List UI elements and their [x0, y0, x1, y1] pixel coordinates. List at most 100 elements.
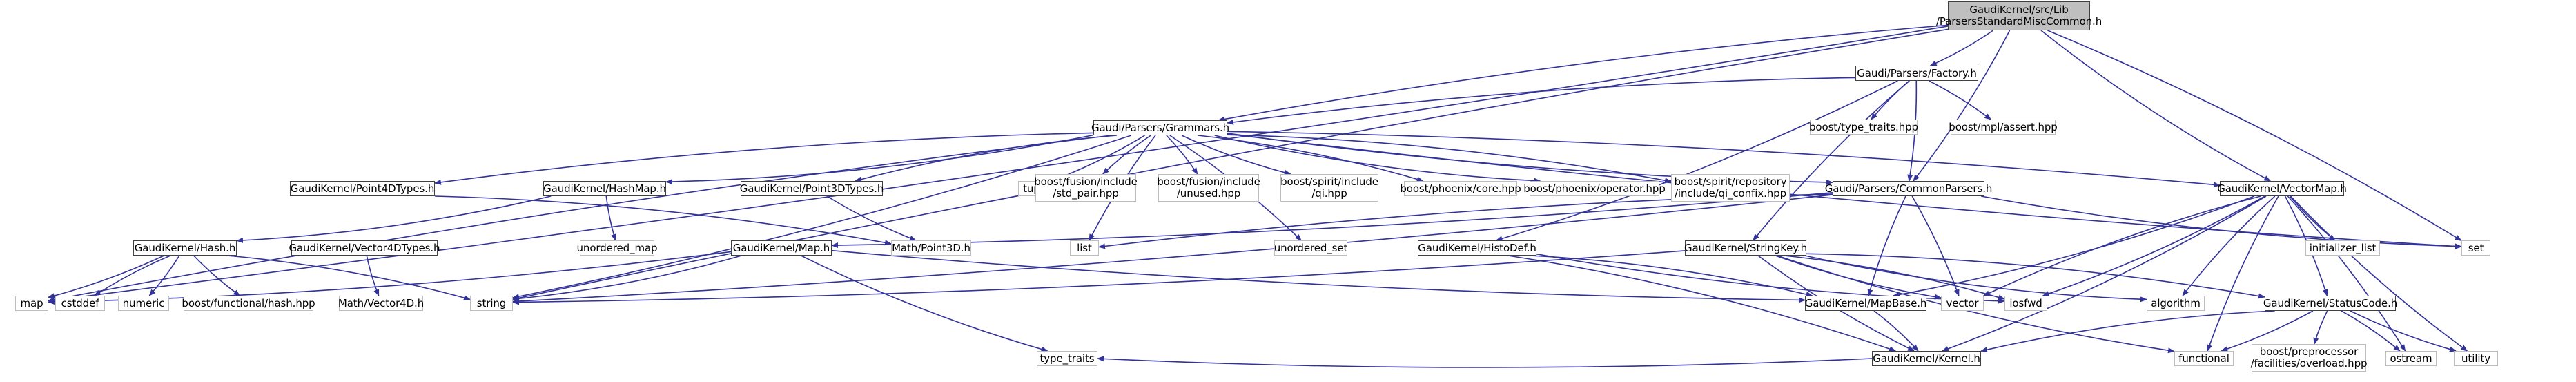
- graph-node-p3dtypes[interactable]: GaudiKernel/Point3DTypes.h: [739, 181, 884, 196]
- graph-edge: [227, 255, 471, 300]
- graph-node-label: Math/Point3D.h: [892, 241, 970, 254]
- graph-node-label: GaudiKernel/Point3DTypes.h: [739, 182, 884, 195]
- graph-node-set[interactable]: set: [2461, 240, 2490, 256]
- graph-node-qiconfix[interactable]: boost/spirit/repository /include/qi_conf…: [1671, 174, 1790, 202]
- graph-node-cstddef[interactable]: cstddef: [55, 296, 105, 311]
- graph-node-label: boost/preprocessor /facilities/overload.…: [2250, 345, 2368, 370]
- graph-node-functional[interactable]: functional: [2174, 351, 2234, 366]
- graph-edge: [1980, 310, 2275, 353]
- graph-edge: [48, 135, 1112, 303]
- graph-edge: [831, 249, 1806, 303]
- graph-node-stringkey[interactable]: GaudiKernel/StringKey.h: [1684, 240, 1807, 256]
- graph-node-typetraits[interactable]: boost/type_traits.hpp: [1809, 120, 1918, 135]
- graph-node-mplassert[interactable]: boost/mpl/assert.hpp: [1949, 120, 2058, 135]
- graph-node-label: GaudiKernel/Point4DTypes.h: [290, 182, 435, 195]
- graph-node-phxcore[interactable]: boost/phoenix/core.hpp: [1400, 181, 1521, 196]
- graph-node-map_h[interactable]: GaudiKernel/Map.h: [731, 240, 832, 256]
- graph-node-statuscode[interactable]: GaudiKernel/StatusCode.h: [2263, 296, 2398, 311]
- graph-node-ostream[interactable]: ostream: [2385, 351, 2437, 366]
- graph-node-label: boost/phoenix/operator.hpp: [1523, 182, 1666, 195]
- graph-node-grammars[interactable]: Gaudi/Parsers/Grammars.h: [1091, 120, 1229, 135]
- graph-node-root[interactable]: GaudiKernel/src/Lib /ParsersStandardMisc…: [1936, 1, 2102, 30]
- graph-node-initlist[interactable]: initializer_list: [2305, 240, 2380, 256]
- graph-node-iosfwd[interactable]: iosfwd: [2004, 296, 2047, 311]
- graph-edge: [94, 255, 171, 296]
- graph-edge: [1784, 255, 2005, 300]
- graph-node-fusionpair[interactable]: boost/fusion/include /std_pair.hpp: [1034, 174, 1138, 202]
- graph-node-label: unordered_map: [576, 241, 658, 254]
- graph-node-string[interactable]: string: [470, 296, 513, 311]
- graph-node-fusionunused[interactable]: boost/fusion/include /unused.hpp: [1157, 174, 1260, 202]
- graph-node-utility[interactable]: utility: [2454, 351, 2498, 366]
- graph-node-factory[interactable]: Gaudi/Parsers/Factory.h: [1855, 66, 1978, 81]
- graph-edge: [1166, 135, 1198, 175]
- graph-edge: [512, 194, 1833, 305]
- graph-node-mapbase[interactable]: GaudiKernel/MapBase.h: [1805, 296, 1926, 311]
- graph-edge: [1753, 80, 1910, 241]
- graph-edge: [1181, 135, 1291, 175]
- graph-node-label: GaudiKernel/StatusCode.h: [2263, 296, 2398, 309]
- graph-edge: [801, 255, 1048, 352]
- graph-node-label: GaudiKernel/Map.h: [732, 241, 830, 254]
- graph-node-mathv4d[interactable]: Math/Vector4D.h: [338, 296, 424, 311]
- graph-node-unordered_map[interactable]: unordered_map: [577, 240, 658, 256]
- graph-node-label: GaudiKernel/StringKey.h: [1684, 241, 1807, 254]
- graph-node-commonparsers[interactable]: Gaudi/Parsers/CommonParsers.h: [1825, 181, 1992, 196]
- graph-edge: [1980, 195, 2462, 249]
- graph-edge: [48, 251, 732, 305]
- graph-node-histodef[interactable]: GaudiKernel/HistoDef.h: [1418, 240, 1536, 256]
- graph-edge: [236, 195, 552, 243]
- graph-node-type_traits[interactable]: type_traits: [1037, 351, 1097, 366]
- graph-edge: [1227, 77, 1856, 125]
- graph-edge: [1495, 80, 1898, 242]
- graph-node-label: GaudiKernel/HashMap.h: [543, 182, 666, 195]
- graph-node-phxoperator[interactable]: boost/phoenix/operator.hpp: [1523, 181, 1666, 196]
- graph-edge: [366, 255, 380, 296]
- graph-node-kernel_h[interactable]: GaudiKernel/Kernel.h: [1872, 351, 1981, 366]
- graph-edge: [1097, 356, 1873, 368]
- graph-node-label: list: [1077, 241, 1092, 254]
- graph-edge: [1942, 195, 2267, 352]
- graph-edge: [2290, 195, 2468, 352]
- graph-node-numeric[interactable]: numeric: [118, 296, 169, 311]
- graph-node-v4dtypes[interactable]: GaudiKernel/Vector4DTypes.h: [289, 240, 440, 256]
- graph-node-label: iosfwd: [2009, 296, 2042, 309]
- graph-node-label: boost/spirit/include /qi.hpp: [1280, 175, 1378, 200]
- graph-edge: [1536, 253, 2005, 304]
- graph-node-label: GaudiKernel/MapBase.h: [1804, 296, 1927, 309]
- graph-node-algorithm[interactable]: algorithm: [2147, 296, 2205, 311]
- graph-node-vector[interactable]: vector: [1941, 296, 1984, 311]
- graph-node-label: boost/fusion/include /unused.hpp: [1157, 175, 1260, 200]
- graph-node-label: GaudiKernel/Hash.h: [134, 241, 236, 254]
- graph-node-label: boost/fusion/include /std_pair.hpp: [1034, 175, 1138, 200]
- graph-node-label: Gaudi/Parsers/Factory.h: [1857, 66, 1977, 79]
- graph-edge: [1775, 255, 1942, 300]
- graph-edge: [605, 195, 616, 241]
- graph-node-overload[interactable]: boost/preprocessor /facilities/overload.…: [2250, 344, 2368, 372]
- graph-edge: [1102, 135, 1151, 175]
- graph-edge: [193, 255, 241, 296]
- graph-node-label: boost/mpl/assert.hpp: [1949, 120, 2058, 133]
- graph-edge: [1929, 30, 1994, 66]
- graph-edge: [1218, 24, 1949, 122]
- graph-node-vectormap[interactable]: GaudiKernel/VectorMap.h: [2217, 181, 2347, 196]
- graph-node-list[interactable]: list: [1070, 240, 1099, 256]
- graph-node-label: GaudiKernel/src/Lib /ParsersStandardMisc…: [1935, 3, 2102, 28]
- graph-node-bfhash[interactable]: boost/functional/hash.hpp: [182, 296, 315, 311]
- graph-edge: [2182, 195, 2276, 296]
- graph-node-hash[interactable]: GaudiKernel/Hash.h: [133, 240, 237, 256]
- graph-edge: [1893, 195, 2255, 298]
- graph-node-mathp3d[interactable]: Math/Point3D.h: [891, 240, 971, 256]
- graph-edge: [1873, 310, 1919, 352]
- graph-node-label: Gaudi/Parsers/CommonParsers.h: [1824, 182, 1993, 195]
- graph-node-unordered_set[interactable]: unordered_set: [1274, 240, 1347, 256]
- graph-edge: [2207, 195, 2279, 352]
- graph-node-label: type_traits: [1040, 352, 1095, 365]
- graph-node-spiritqi[interactable]: boost/spirit/include /qi.hpp: [1280, 174, 1378, 202]
- graph-node-map[interactable]: map: [15, 296, 48, 311]
- graph-node-p4dtypes[interactable]: GaudiKernel/Point4DTypes.h: [290, 181, 435, 196]
- graph-node-hashmap[interactable]: GaudiKernel/HashMap.h: [543, 181, 666, 196]
- graph-edge: [2313, 310, 2328, 345]
- graph-edge: [2042, 195, 2265, 296]
- graph-edge: [148, 255, 180, 296]
